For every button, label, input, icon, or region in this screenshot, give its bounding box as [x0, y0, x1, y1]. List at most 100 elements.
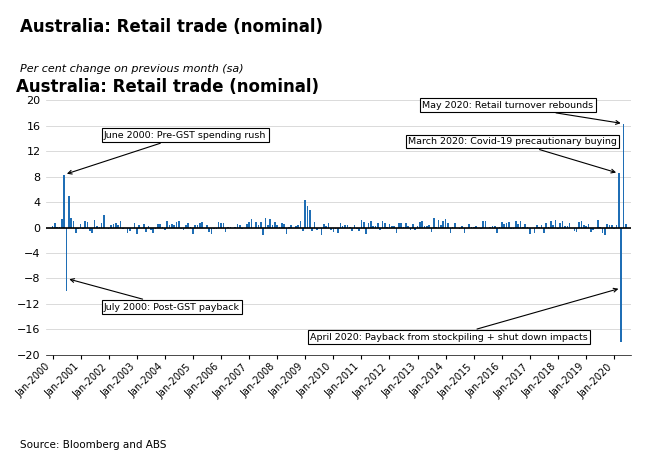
Bar	[468, 223, 470, 228]
Bar	[497, 228, 498, 233]
Text: March 2020: Covid-19 precautionary buying: March 2020: Covid-19 precautionary buyin…	[408, 137, 617, 173]
Bar	[463, 228, 465, 233]
Bar	[73, 221, 74, 228]
Bar	[222, 223, 224, 228]
Bar	[159, 224, 161, 228]
Bar	[543, 228, 545, 233]
Bar	[578, 222, 580, 228]
Bar	[356, 228, 358, 229]
Bar	[178, 221, 179, 228]
Bar	[450, 228, 451, 233]
Bar	[419, 222, 421, 228]
Bar	[386, 227, 388, 228]
Bar	[550, 221, 552, 228]
Bar	[417, 226, 419, 228]
Bar	[220, 222, 222, 228]
Bar	[428, 225, 430, 228]
Bar	[573, 228, 575, 231]
Bar	[421, 221, 423, 228]
Bar	[552, 225, 554, 228]
Bar	[52, 226, 53, 228]
Bar	[597, 220, 599, 228]
Bar	[229, 227, 231, 228]
Bar	[351, 228, 353, 231]
Bar	[491, 226, 493, 228]
Bar	[382, 221, 383, 228]
Bar	[400, 223, 402, 228]
Bar	[209, 228, 210, 233]
Bar	[96, 226, 97, 228]
Bar	[248, 222, 250, 228]
Text: June 2000: Pre-GST spending rush: June 2000: Pre-GST spending rush	[68, 131, 266, 174]
Bar	[344, 225, 346, 228]
Bar	[281, 223, 283, 228]
Bar	[503, 224, 505, 228]
Bar	[424, 226, 425, 228]
Bar	[604, 228, 606, 235]
Bar	[443, 221, 444, 228]
Bar	[326, 226, 327, 228]
Bar	[117, 225, 119, 228]
Bar	[447, 222, 448, 228]
Bar	[606, 224, 608, 228]
Bar	[111, 225, 112, 228]
Bar	[115, 223, 116, 228]
Bar	[471, 227, 472, 228]
Bar	[314, 222, 315, 228]
Bar	[482, 221, 484, 228]
Bar	[501, 222, 502, 228]
Bar	[454, 222, 456, 228]
Bar	[255, 222, 257, 228]
Bar	[330, 228, 332, 230]
Bar	[89, 228, 91, 231]
Bar	[569, 223, 571, 228]
Bar	[307, 207, 308, 228]
Bar	[623, 124, 624, 228]
Bar	[274, 222, 276, 228]
Bar	[515, 221, 517, 228]
Bar	[410, 228, 411, 230]
Bar	[276, 225, 278, 228]
Text: Source: Bloomberg and ABS: Source: Bloomberg and ABS	[20, 440, 166, 450]
Bar	[267, 225, 268, 228]
Bar	[585, 226, 587, 228]
Bar	[283, 224, 285, 228]
Bar	[148, 226, 150, 228]
Bar	[82, 228, 84, 229]
Text: July 2000: Post-GST payback: July 2000: Post-GST payback	[70, 278, 240, 312]
Bar	[489, 227, 491, 228]
Bar	[80, 224, 81, 228]
Bar	[426, 226, 428, 228]
Bar	[536, 225, 538, 228]
Bar	[335, 228, 337, 229]
Bar	[68, 196, 70, 228]
Bar	[146, 228, 147, 233]
Bar	[473, 227, 474, 228]
Bar	[134, 223, 135, 228]
Bar	[614, 228, 615, 229]
Bar	[440, 225, 442, 228]
Bar	[590, 228, 592, 233]
Bar	[185, 225, 187, 228]
Bar	[138, 225, 140, 228]
Text: Australia: Retail trade (nominal): Australia: Retail trade (nominal)	[20, 18, 322, 36]
Bar	[206, 225, 208, 228]
Bar	[169, 225, 170, 228]
Bar	[358, 228, 360, 231]
Bar	[176, 222, 177, 228]
Bar	[485, 221, 486, 228]
Bar	[227, 227, 229, 228]
Bar	[304, 200, 306, 228]
Bar	[517, 224, 519, 228]
Text: Per cent change on previous month (sa): Per cent change on previous month (sa)	[20, 64, 243, 74]
Bar	[166, 221, 168, 228]
Bar	[129, 228, 131, 231]
Bar	[560, 223, 561, 228]
Bar	[534, 228, 536, 233]
Bar	[84, 221, 86, 228]
Bar	[286, 228, 287, 234]
Bar	[599, 227, 601, 228]
Bar	[92, 228, 93, 233]
Bar	[54, 223, 56, 228]
Bar	[70, 218, 72, 228]
